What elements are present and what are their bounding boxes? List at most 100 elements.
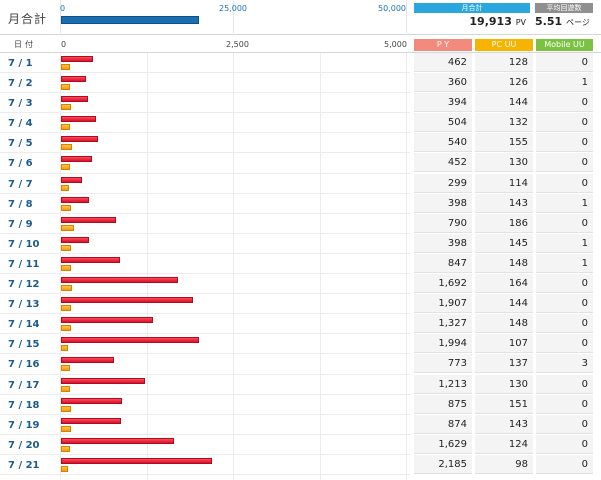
pc-uu-cell: 151 <box>475 394 533 414</box>
pc-uu-bar <box>61 164 70 171</box>
row-date[interactable]: 7 / 7 <box>8 178 33 190</box>
table-row: 7 / 4 504 132 0 <box>0 113 601 134</box>
pc-uu-bar <box>61 104 71 111</box>
mobile-uu-cell: 1 <box>536 73 593 93</box>
mobile-uu-cell: 0 <box>536 454 593 474</box>
pv-cell: 1,907 <box>414 294 472 314</box>
row-date[interactable]: 7 / 13 <box>8 299 40 311</box>
row-date[interactable]: 7 / 9 <box>8 218 33 230</box>
table-row: 7 / 12 1,692 164 0 <box>0 274 601 295</box>
row-date[interactable]: 7 / 14 <box>8 319 40 331</box>
monthly-pv-value: 19,913 PV <box>414 13 530 31</box>
table-row: 7 / 21 2,185 98 0 <box>0 454 601 475</box>
pc-uu-cell: 132 <box>475 113 533 133</box>
mobile-uu-cell: 0 <box>536 93 593 113</box>
pv-cell: 1,629 <box>414 434 472 454</box>
pc-uu-bar <box>61 64 70 70</box>
row-divider <box>0 192 410 194</box>
pc-uu-bar <box>61 385 70 392</box>
table-row: 7 / 9 790 186 0 <box>0 213 601 234</box>
monthly-axis-tick: 50,000 <box>378 4 406 13</box>
row-date[interactable]: 7 / 4 <box>8 118 33 130</box>
row-date[interactable]: 7 / 19 <box>8 419 40 431</box>
row-date[interactable]: 7 / 16 <box>8 359 40 371</box>
row-date[interactable]: 7 / 20 <box>8 439 40 451</box>
pc-uu-bar <box>61 365 70 372</box>
pv-bar <box>61 457 212 464</box>
pc-uu-bar <box>61 124 70 131</box>
pv-cell: 398 <box>414 193 472 213</box>
pc-uu-bar <box>61 445 70 452</box>
chart-gridline <box>320 53 321 480</box>
row-date[interactable]: 7 / 17 <box>8 379 40 391</box>
row-date[interactable]: 7 / 3 <box>8 98 33 110</box>
pc-uu-column-header[interactable]: PC UU <box>475 39 533 51</box>
pv-cell: 1,692 <box>414 274 472 294</box>
daily-table: 7 / 1 462 128 0 7 / 2 360 126 1 7 / 3 394 144 0 7 / … <box>0 53 601 475</box>
pv-cell: 2,185 <box>414 454 472 474</box>
pc-uu-cell: 145 <box>475 233 533 253</box>
pv-bar <box>61 176 82 183</box>
pv-bar <box>61 96 88 103</box>
pv-cell: 847 <box>414 253 472 273</box>
monthly-axis-ticks: 0 25,000 50,000 <box>60 4 406 14</box>
row-date[interactable]: 7 / 12 <box>8 279 40 291</box>
mobile-uu-cell: 0 <box>536 294 593 314</box>
pv-column-header[interactable]: P Y <box>414 39 472 51</box>
table-row: 7 / 17 1,213 130 0 <box>0 374 601 395</box>
pv-cell: 462 <box>414 53 472 72</box>
pv-cell: 452 <box>414 153 472 173</box>
top-gridline <box>60 0 61 33</box>
chart-gridline <box>147 53 148 480</box>
pc-uu-cell: 126 <box>475 73 533 93</box>
mobile-uu-cell: 1 <box>536 253 593 273</box>
row-divider <box>0 473 410 475</box>
row-date[interactable]: 7 / 8 <box>8 198 33 210</box>
row-date[interactable]: 7 / 15 <box>8 339 40 351</box>
mobile-uu-cell: 0 <box>536 153 593 173</box>
pv-bar <box>61 156 92 163</box>
pc-uu-cell: 144 <box>475 294 533 314</box>
pc-uu-cell: 130 <box>475 153 533 173</box>
row-divider <box>0 393 410 395</box>
row-date[interactable]: 7 / 18 <box>8 399 40 411</box>
row-date[interactable]: 7 / 11 <box>8 258 40 270</box>
monthly-pv-unit: PV <box>515 18 526 27</box>
table-row: 7 / 18 875 151 0 <box>0 394 601 415</box>
mobile-uu-cell: 0 <box>536 314 593 334</box>
pv-bar <box>61 397 122 404</box>
row-date[interactable]: 7 / 1 <box>8 58 33 69</box>
pv-cell: 773 <box>414 354 472 374</box>
mobile-uu-cell: 0 <box>536 213 593 233</box>
monthly-summary-bar: 月合計 0 25,000 50,000 月合計 19,913 PV 平均回遊数 … <box>0 0 601 35</box>
pv-cell: 398 <box>414 233 472 253</box>
table-row: 7 / 1 462 128 0 <box>0 53 601 74</box>
row-date[interactable]: 7 / 5 <box>8 138 33 150</box>
row-divider <box>0 453 410 455</box>
monthly-pv-number: 19,913 <box>469 15 512 28</box>
mobile-uu-cell: 0 <box>536 53 593 72</box>
monthly-pv-box-label: 月合計 <box>414 3 530 13</box>
mobile-uu-cell: 0 <box>536 274 593 294</box>
table-row: 7 / 16 773 137 3 <box>0 354 601 375</box>
table-row: 7 / 10 398 145 1 <box>0 233 601 254</box>
date-column-header: 日付 <box>14 40 36 49</box>
mobile-uu-cell: 0 <box>536 414 593 434</box>
mobile-uu-column-header[interactable]: Mobile UU <box>536 39 593 51</box>
row-date[interactable]: 7 / 21 <box>8 459 40 471</box>
row-date[interactable]: 7 / 10 <box>8 238 40 250</box>
pc-uu-cell: 98 <box>475 454 533 474</box>
row-divider <box>0 353 410 355</box>
row-date[interactable]: 7 / 6 <box>8 158 33 170</box>
pc-uu-bar <box>61 465 68 472</box>
pv-cell: 394 <box>414 93 472 113</box>
mobile-uu-cell: 0 <box>536 113 593 133</box>
pc-uu-cell: 130 <box>475 374 533 394</box>
table-row: 7 / 8 398 143 1 <box>0 193 601 214</box>
pv-cell: 1,327 <box>414 314 472 334</box>
row-date[interactable]: 7 / 2 <box>8 78 33 90</box>
pc-uu-bar <box>61 144 72 151</box>
average-pages-value: 5.51 ページ <box>535 13 593 31</box>
pc-uu-cell: 148 <box>475 314 533 334</box>
mobile-uu-cell: 0 <box>536 173 593 193</box>
